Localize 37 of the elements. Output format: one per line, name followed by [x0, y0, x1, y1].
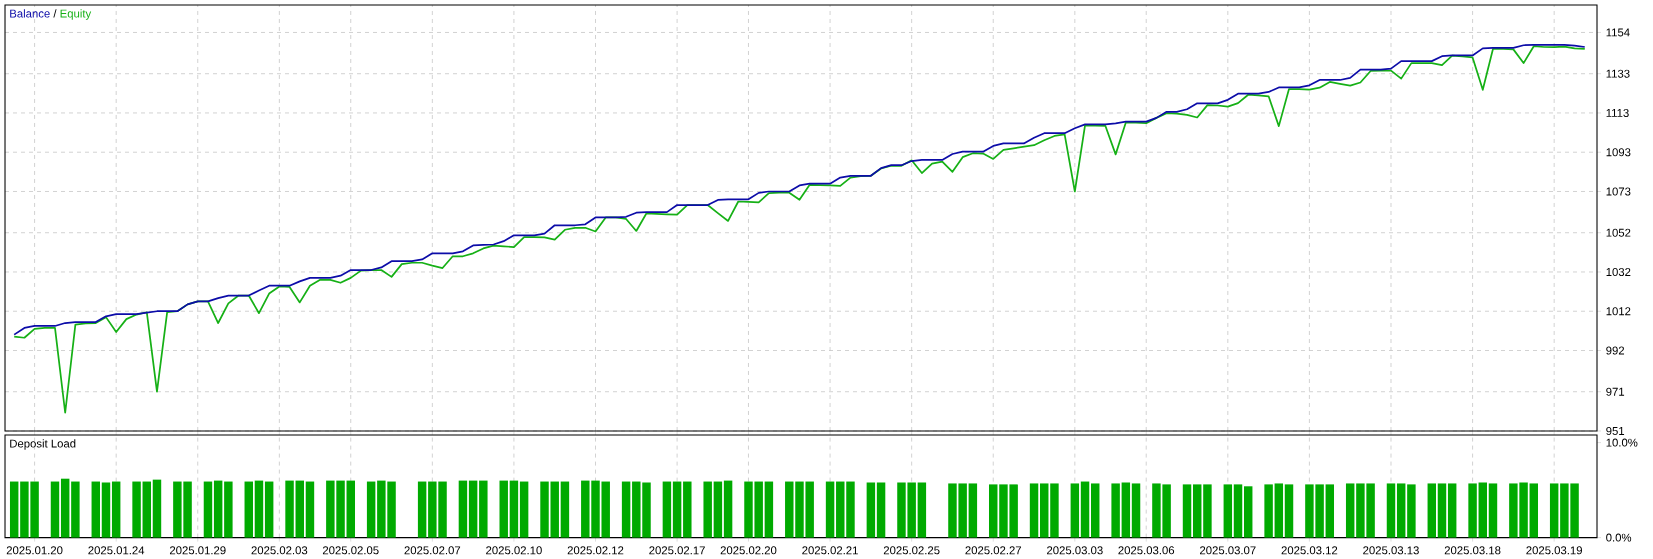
annotation: /	[53, 9, 57, 18]
text: Equity	[60, 9, 92, 20]
y-tick-label: 1052	[1606, 228, 1631, 237]
y-tick-label: 1073	[1606, 187, 1631, 196]
x-tick-label: 2025.02.25	[883, 546, 940, 555]
y-tick-label: 992	[1606, 346, 1625, 355]
x-tick-label: 2025.02.20	[720, 546, 777, 555]
x-tick-label: 2025.03.06	[1118, 546, 1175, 555]
x-tick-label: 2025.03.19	[1526, 546, 1582, 555]
y-tick-label: 1012	[1606, 307, 1631, 316]
x-tick-label: 2025.02.07	[404, 546, 461, 555]
y-tick-label: 971	[1606, 387, 1625, 396]
x-tick-label: 2025.03.07	[1200, 546, 1256, 555]
x-tick-label: 2025.02.27	[965, 546, 1022, 555]
y-tick-label: 1093	[1606, 148, 1631, 157]
x-tick-label: 2025.02.10	[486, 546, 542, 555]
text: Balance	[10, 9, 50, 18]
x-tick-label: 2025.02.05	[322, 546, 379, 555]
x-tick-label: 2025.01.24	[88, 546, 145, 555]
x-tick-label: 2025.02.17	[649, 546, 705, 555]
y-tick-label: 1154	[1606, 28, 1630, 37]
y-tick-label: 951	[1606, 426, 1625, 435]
x-tick-label: 2025.03.18	[1444, 546, 1501, 555]
x-tick-label: 2025.03.03	[1047, 546, 1103, 555]
x-tick-label: 2025.01.20	[6, 546, 63, 555]
x-tick-label: 2025.01.29	[169, 546, 226, 555]
y-tick-label: 1113	[1606, 108, 1629, 117]
x-tick-label: 2025.03.13	[1363, 546, 1419, 555]
x-tick-label: 2025.02.21	[802, 546, 858, 555]
y-tick-label: 1133	[1606, 69, 1630, 78]
y-tick-label: 0.0%	[1606, 533, 1632, 542]
x-tick-label: 2025.02.03	[251, 546, 308, 555]
x-tick-label: 2025.03.12	[1281, 546, 1338, 555]
y-tick-label: 10.0%	[1606, 438, 1638, 447]
y-tick-label: 1032	[1606, 267, 1631, 276]
chart-title: Deposit Load	[10, 439, 76, 450]
x-tick-label: 2025.02.12	[567, 546, 624, 555]
